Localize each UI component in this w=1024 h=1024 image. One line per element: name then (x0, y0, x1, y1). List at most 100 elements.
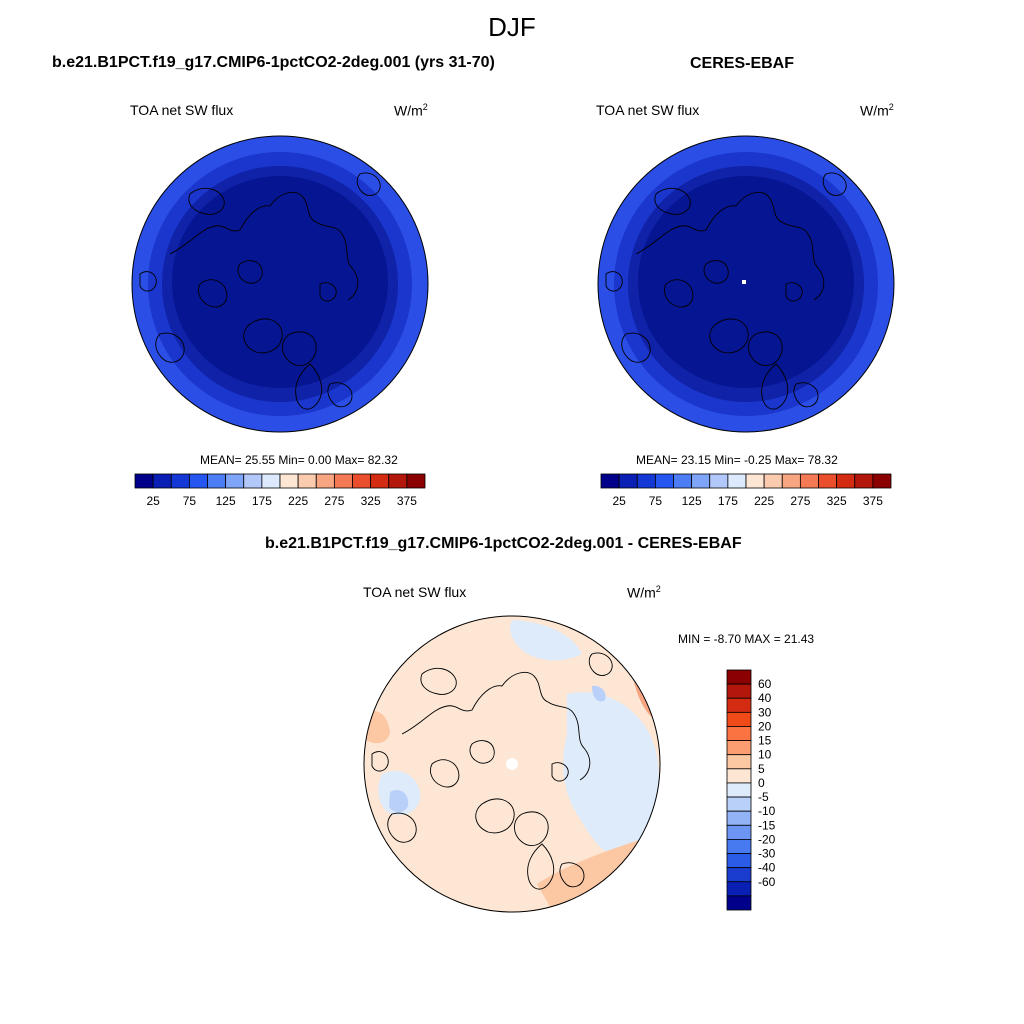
left-panel-title: b.e21.B1PCT.f19_g17.CMIP6-1pctCO2-2deg.0… (52, 54, 495, 71)
diff-colorbar-tick-label: -15 (758, 818, 776, 832)
coastline (551, 762, 569, 782)
left-colorbar-tick-label: 25 (146, 494, 160, 508)
coastline (319, 282, 337, 302)
diff-colorbar-swatch (726, 768, 752, 784)
diff-neg2-region-ne (592, 685, 606, 702)
diff-colorbar-tick-label: 0 (758, 776, 765, 790)
left-polar-map (131, 135, 429, 433)
left-colorbar-swatch (406, 473, 426, 489)
coastline (469, 740, 495, 764)
left-colorbar-swatch (225, 473, 245, 489)
diff-colorbar-tick-label: -40 (758, 861, 776, 875)
left-colorbar-tick-label: 125 (216, 494, 236, 508)
coastline (621, 332, 651, 363)
diff-neg-region-north (510, 620, 582, 661)
left-stats: MEAN= 25.55 Min= 0.00 Max= 82.32 (200, 453, 398, 467)
main-title: DJF (488, 12, 536, 42)
right-colorbar-tick-label: 25 (612, 494, 626, 508)
right-colorbar-tick-label: 175 (718, 494, 738, 508)
diff-colorbar-tick-label: 60 (758, 677, 772, 691)
diff-neg-region-east (563, 692, 659, 856)
left-colorbar-swatch (315, 473, 335, 489)
right-colorbar-swatch (763, 473, 783, 489)
left-colorbar-swatch (370, 473, 390, 489)
coastline (243, 318, 283, 354)
diff-colorbar-swatch (726, 711, 752, 727)
coastline (155, 332, 185, 363)
diff-colorbar-swatch (726, 726, 752, 741)
diff-colorbar-swatch (726, 740, 752, 756)
right-stats: MEAN= 23.15 Min= -0.25 Max= 78.32 (636, 453, 838, 467)
coastline (605, 271, 623, 292)
coastline (761, 363, 789, 410)
coastline (237, 260, 263, 284)
left-units-label: W/m2 (394, 102, 428, 119)
coastline (664, 279, 694, 308)
coastline (527, 843, 555, 890)
coastline (371, 751, 389, 772)
left-colorbar-tick-label: 325 (361, 494, 381, 508)
coastline (356, 172, 381, 196)
diff-panel-title: b.e21.B1PCT.f19_g17.CMIP6-1pctCO2-2deg.0… (265, 535, 742, 552)
right-colorbar-swatch (673, 473, 693, 489)
diff-colorbar-tick-label: 15 (758, 734, 772, 748)
diff-colorbar-swatch (726, 853, 752, 869)
coastline (327, 382, 353, 408)
left-coastlines (139, 172, 381, 410)
right-colorbar-swatch (727, 473, 747, 489)
coastline (139, 271, 157, 292)
right-variable-label: TOA net SW flux (596, 102, 700, 118)
diff-polar-map (363, 615, 661, 913)
right-colorbar-swatch (618, 473, 638, 489)
right-colorbar-swatch (636, 473, 656, 489)
left-colorbar-swatch (261, 473, 281, 489)
diff-units-label: W/m2 (627, 584, 661, 601)
diff-colorbar-tick-label: 40 (758, 691, 772, 705)
coastline (169, 191, 359, 301)
right-colorbar-swatch (654, 473, 674, 489)
diff-pos-region-south (537, 839, 642, 910)
diff-colorbar-swatch (726, 895, 752, 911)
coastline (430, 759, 460, 788)
diff-colorbar-tick-label: 20 (758, 719, 772, 733)
diff-colorbar-tick-label: 10 (758, 748, 772, 762)
coastline (703, 260, 729, 284)
diff-colorbar-tick-label: 5 (758, 762, 765, 776)
coastline (282, 331, 317, 366)
diff-colorbar-tick-label: -20 (758, 832, 776, 846)
left-core (172, 176, 388, 388)
diff-colorbar-swatch (726, 881, 752, 897)
diff-colorbar-swatch (726, 824, 752, 840)
coastline (654, 187, 691, 215)
diff-colorbar-tick-label: -5 (758, 790, 769, 804)
coastline (420, 667, 457, 695)
left-colorbar-tick-label: 225 (288, 494, 308, 508)
left-colorbar-swatch (352, 473, 372, 489)
right-colorbar-swatch (799, 473, 819, 489)
diff-variable-label: TOA net SW flux (363, 584, 467, 600)
right-colorbar-tick-label: 275 (790, 494, 810, 508)
right-coastlines (605, 172, 847, 410)
diff-colorbar-swatch (726, 867, 752, 883)
coastline (559, 862, 585, 888)
left-colorbar-swatch (243, 473, 263, 489)
diff-colorbar-swatch (726, 796, 752, 812)
right-colorbar-swatch (872, 473, 892, 489)
coastline (748, 331, 783, 366)
right-colorbar-tick-label: 225 (754, 494, 774, 508)
diff-colorbar-swatch (726, 754, 752, 770)
diff-colorbar-swatch (726, 669, 752, 685)
coastline (295, 363, 323, 410)
right-colorbar-tick-label: 325 (827, 494, 847, 508)
coastline (822, 172, 847, 196)
right-colorbar-swatch (818, 473, 838, 489)
diff-colorbar-tick-label: -60 (758, 875, 776, 889)
right-polar-map (597, 135, 895, 433)
left-colorbar-tick-label: 175 (252, 494, 272, 508)
right-colorbar-swatch (709, 473, 729, 489)
coastline (635, 191, 825, 301)
coastline (709, 318, 749, 354)
diff-colorbar-tick-label: 30 (758, 705, 772, 719)
coastline (387, 812, 417, 843)
